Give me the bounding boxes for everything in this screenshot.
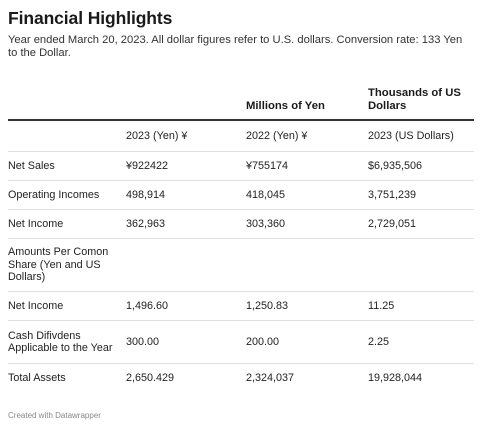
table-cell: 2,729,051 — [368, 209, 474, 239]
table-row: Net Income 362,963 303,360 2,729,051 — [8, 209, 474, 239]
table-cell: 1,496.60 — [126, 291, 246, 321]
chart-container: Financial Highlights Year ended March 20… — [8, 8, 474, 392]
table-cell: $6,935,506 — [368, 151, 474, 181]
table-cell: 11.25 — [368, 291, 474, 321]
table-cell: 2.25 — [368, 320, 474, 364]
row-label: Cash Difivdens Applicable to the Year — [8, 320, 126, 364]
page-title: Financial Highlights — [8, 8, 173, 28]
table-cell — [368, 238, 474, 292]
row-label: Net Income — [8, 209, 126, 239]
table-cell: 362,963 — [126, 209, 246, 239]
table-cell: 3,751,239 — [368, 180, 474, 210]
group-header-thousands-usd: Thousands of US Dollars — [368, 87, 461, 112]
table-row: Cash Difivdens Applicable to the Year 30… — [8, 320, 474, 364]
group-header-cell — [8, 86, 126, 120]
group-header-millions-of-yen: Millions of Yen — [246, 100, 325, 112]
table-cell: ¥922422 — [126, 151, 246, 181]
column-header-2022-yen: 2022 (Yen) ¥ — [246, 120, 368, 152]
table-cell: ¥755174 — [246, 151, 368, 181]
table-row: Total Assets 2,650.429 2,324,037 19,928,… — [8, 364, 474, 393]
table-cell: 2,324,037 — [246, 371, 295, 384]
group-header-cell — [126, 86, 246, 120]
table-cell: 200.00 — [246, 320, 368, 364]
table-row: Net Sales ¥922422 ¥755174 $6,935,506 — [8, 151, 474, 181]
column-header-2023-usd: 2023 (US Dollars) — [368, 120, 474, 152]
table-cell: 2,650.429 — [126, 371, 175, 384]
table-cell: 19,928,044 — [368, 371, 423, 384]
table-cell: 418,045 — [246, 180, 368, 210]
table-cell: 1,250.83 — [246, 291, 368, 321]
row-label: Operating Incomes — [8, 180, 126, 210]
column-header-2023-yen: 2023 (Yen) ¥ — [126, 120, 246, 152]
table-cell: 303,360 — [246, 209, 368, 239]
column-header — [8, 120, 126, 152]
table-row: Operating Incomes 498,914 418,045 3,751,… — [8, 180, 474, 210]
subtitle: Year ended March 20, 2023. All dollar fi… — [8, 34, 463, 59]
table-cell: 498,914 — [126, 180, 246, 210]
row-label: Net Sales — [8, 151, 126, 181]
table-row: Net Income 1,496.60 1,250.83 11.25 — [8, 291, 474, 321]
table-cell — [246, 238, 368, 292]
group-header-row: Millions of Yen Thousands of US Dollars — [8, 86, 474, 120]
row-label: Amounts Per Comon Share (Yen and US Doll… — [8, 238, 126, 292]
datawrapper-credit: Created with Datawrapper — [8, 411, 101, 420]
financial-table: Millions of Yen Thousands of US Dollars … — [8, 86, 474, 392]
table-row: Amounts Per Comon Share (Yen and US Doll… — [8, 238, 474, 292]
column-header-row: 2023 (Yen) ¥ 2022 (Yen) ¥ 2023 (US Dolla… — [8, 120, 474, 152]
row-label: Net Income — [8, 291, 126, 321]
row-label: Total Assets — [8, 371, 66, 384]
table-cell: 300.00 — [126, 320, 246, 364]
table-cell — [126, 238, 246, 292]
